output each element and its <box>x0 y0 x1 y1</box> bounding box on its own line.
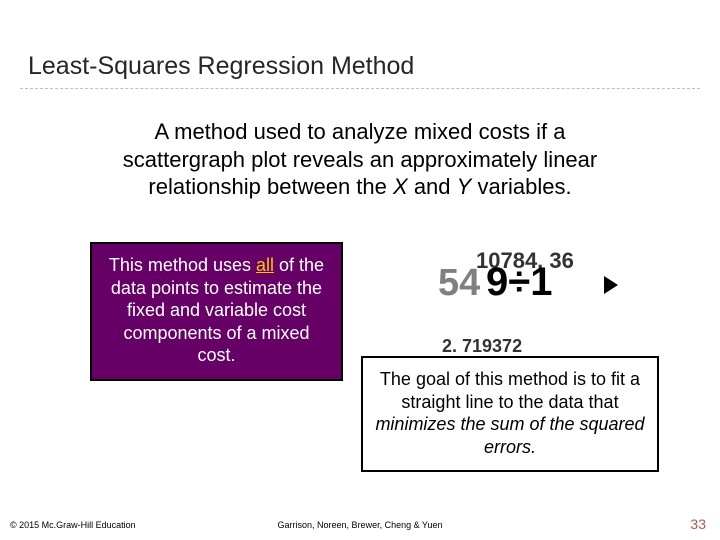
title-divider <box>20 88 700 89</box>
intro-line2: scattergraph plot reveals an approximate… <box>123 147 597 172</box>
number-mid-54: 54 <box>438 262 480 305</box>
intro-y: Y <box>457 174 472 199</box>
number-bottom: 2. 719372 <box>442 336 648 357</box>
slide-title: Least-Squares Regression Method <box>28 52 414 81</box>
callout-left-a: This method uses <box>109 255 256 275</box>
callout-right-a: The goal of this method is to fit a stra… <box>380 369 640 412</box>
footer-authors: Garrison, Noreen, Brewer, Cheng & Yuen <box>0 520 720 530</box>
callout-left: This method uses all of the data points … <box>90 242 343 381</box>
number-graphic: 10784. 36 54 9÷1 2. 719372 <box>448 248 648 357</box>
intro-line1: A method used to analyze mixed costs if … <box>155 119 566 144</box>
play-triangle-icon <box>604 276 618 294</box>
intro-line3b: variables. <box>471 174 571 199</box>
intro-line3a: relationship between the <box>148 174 393 199</box>
number-mid-91: 9÷1 <box>486 260 552 305</box>
callout-right-emph: minimizes the sum of the squared errors. <box>375 414 644 457</box>
intro-and: and <box>408 174 457 199</box>
page-number: 33 <box>690 516 706 532</box>
callout-left-all: all <box>256 255 274 275</box>
number-mid: 54 9÷1 <box>448 262 648 304</box>
callout-right: The goal of this method is to fit a stra… <box>361 356 659 472</box>
intro-x: X <box>393 174 408 199</box>
intro-paragraph: A method used to analyze mixed costs if … <box>50 118 670 201</box>
